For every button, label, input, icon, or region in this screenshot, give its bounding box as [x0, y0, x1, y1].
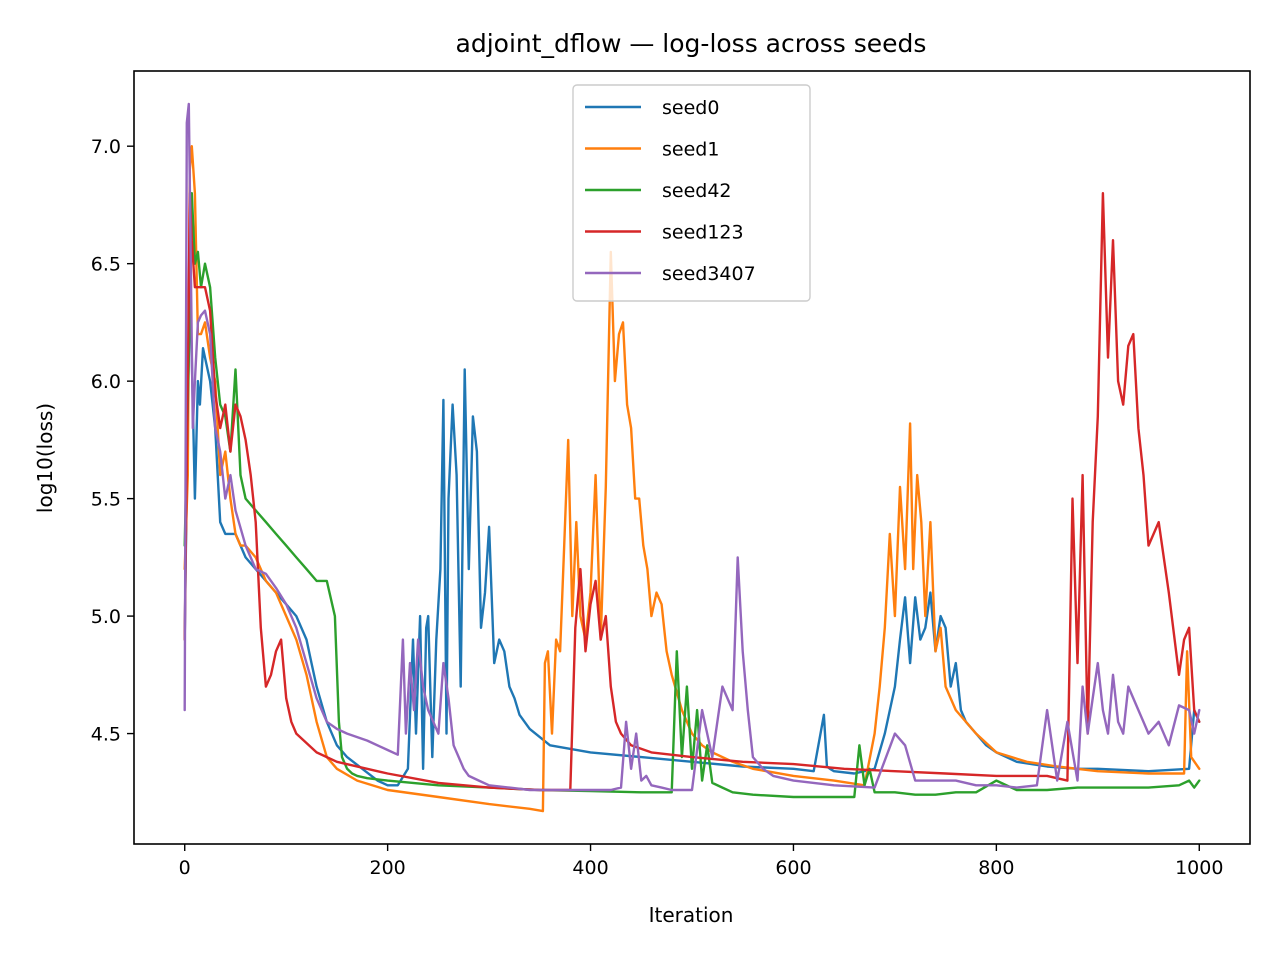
- legend-label-seed123: seed123: [662, 222, 744, 244]
- y-tick-label: 5.5: [91, 489, 121, 511]
- y-axis-label: log10(loss): [33, 403, 57, 513]
- y-tick-label: 5.0: [91, 606, 121, 628]
- legend-label-seed42: seed42: [662, 180, 732, 202]
- legend-box: [572, 84, 811, 302]
- x-tick-label: 600: [775, 857, 811, 879]
- y-axis: 4.5 5.0 5.5 6.0 6.5 7.0: [91, 136, 134, 746]
- x-tick-label: 400: [572, 857, 608, 879]
- x-tick-label: 200: [370, 857, 406, 879]
- legend-label-seed1: seed1: [662, 139, 719, 161]
- series-group: [183, 102, 1201, 813]
- x-axis-label: Iteration: [649, 903, 734, 927]
- y-tick-label: 6.0: [91, 371, 121, 393]
- legend-label-seed0: seed0: [662, 97, 719, 119]
- legend: seed0 seed1 seed42 seed123 seed3407: [572, 84, 811, 302]
- plot-area: [133, 70, 1251, 845]
- legend-label-seed3407: seed3407: [662, 263, 756, 285]
- x-tick-label: 1000: [1175, 857, 1223, 879]
- series-line-seed1: [183, 144, 1201, 813]
- x-tick-label: 0: [179, 857, 191, 879]
- x-axis: 0 200 400 600 800 1000: [179, 844, 1223, 879]
- y-tick-label: 6.5: [91, 254, 121, 276]
- chart-title: adjoint_dflow — log-loss across seeds: [456, 29, 927, 58]
- series-line-seed3407: [183, 102, 1201, 792]
- y-tick-label: 7.0: [91, 136, 121, 158]
- plot-frame: [133, 70, 1251, 845]
- x-tick-label: 800: [978, 857, 1014, 879]
- y-tick-label: 4.5: [91, 724, 121, 746]
- series-line-seed123: [183, 191, 1201, 792]
